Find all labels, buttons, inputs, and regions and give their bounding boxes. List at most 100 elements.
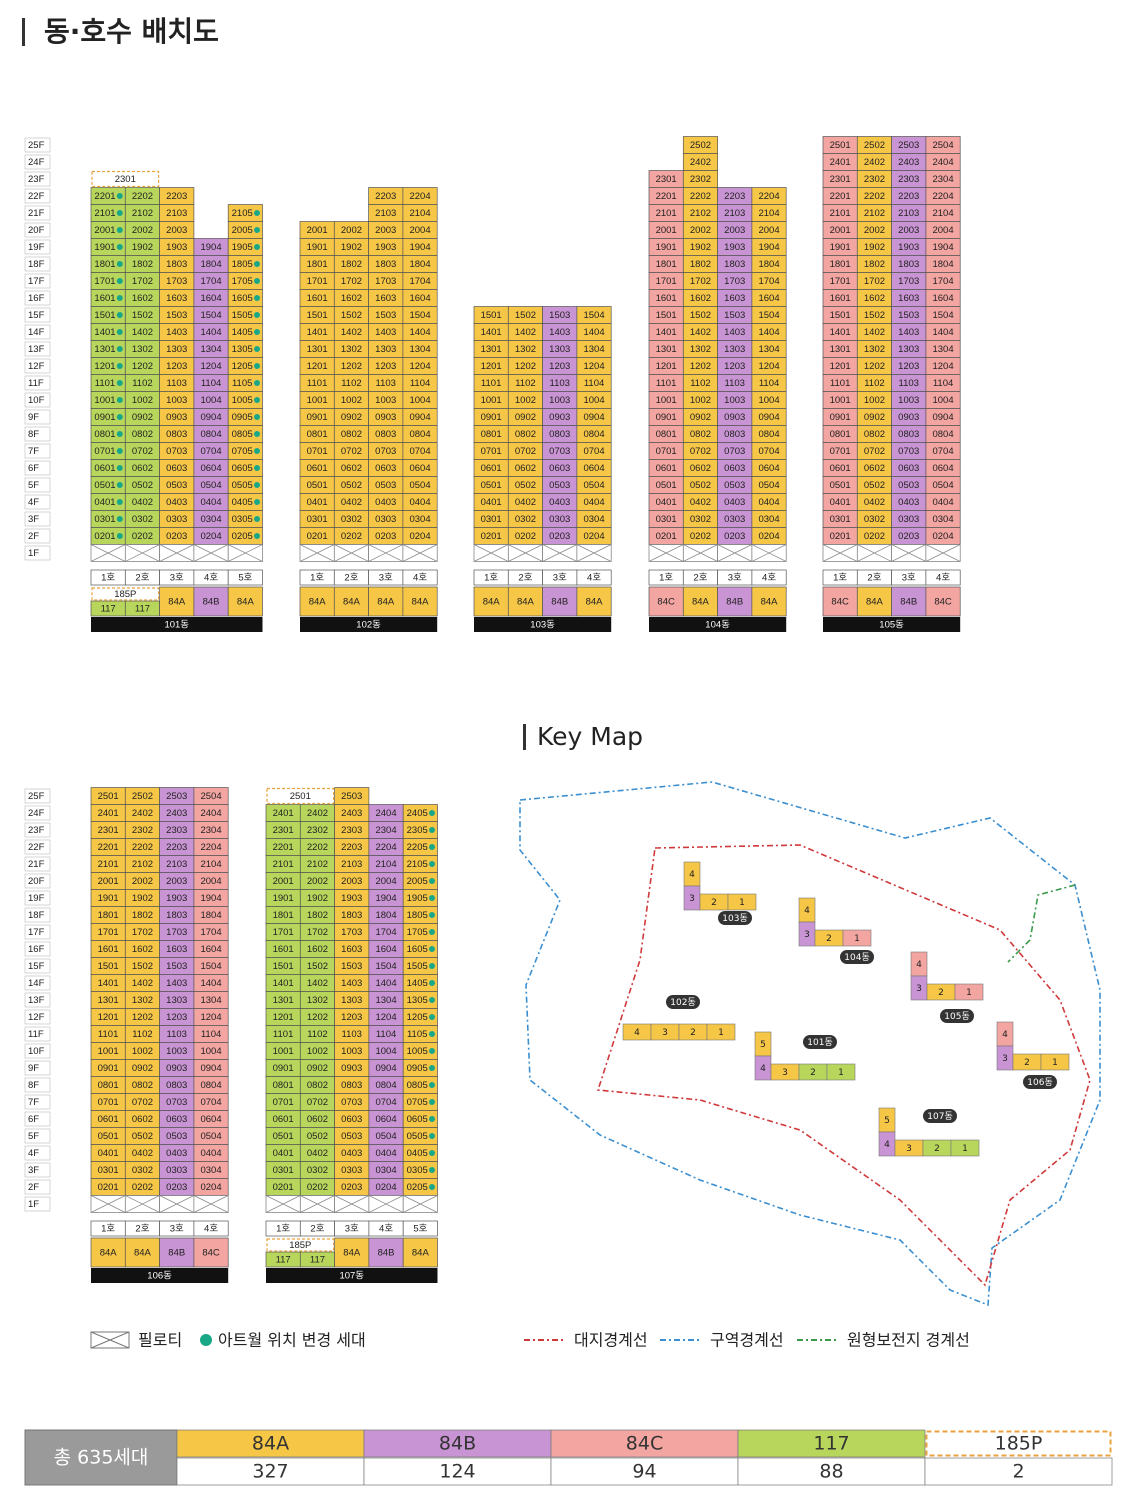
unit-number: 1602 (132, 944, 153, 955)
ho-label: 1호 (833, 573, 847, 584)
unit-number: 0803 (166, 429, 187, 440)
unit-number: 0903 (375, 412, 396, 423)
unit-number: 0804 (932, 429, 953, 440)
unit-number: 1202 (515, 361, 536, 372)
unit-number: 0403 (375, 497, 396, 508)
unit-number: 1904 (758, 242, 779, 253)
floor-label: 23F (28, 825, 45, 836)
unit-number: 1405 (232, 327, 253, 338)
summary-type-cell (737, 1429, 926, 1458)
keymap-unit-number: 3 (906, 1144, 912, 1154)
unit-number: 1004 (200, 395, 221, 406)
floor-label-box (24, 290, 51, 306)
unit-number: 1701 (98, 927, 119, 938)
artwall-dot (429, 963, 435, 969)
type-cell (402, 1237, 438, 1268)
unit-number: 0903 (166, 412, 187, 423)
artwall-dot (429, 827, 435, 833)
unit-number: 2301 (273, 825, 294, 836)
unit-cell (193, 787, 229, 805)
unit-number: 2502 (864, 140, 885, 151)
type-label: 84B (900, 597, 917, 608)
unit-number: 2003 (375, 225, 396, 236)
piloti-cross (368, 544, 404, 562)
unit-number: 0401 (98, 1148, 119, 1159)
unit-number: 0602 (341, 463, 362, 474)
unit-number: 2101 (98, 859, 119, 870)
unit-number: 0203 (341, 1182, 362, 1193)
unit-number: 0803 (549, 429, 570, 440)
keymap-building-label: 103동 (722, 913, 747, 924)
unit-number: 2101 (830, 208, 851, 219)
unit-number: 1404 (375, 978, 396, 989)
piloti-cross (925, 544, 961, 562)
keymap-unit-number: 3 (916, 984, 922, 994)
unit-number: 1902 (307, 893, 328, 904)
unit-number: 0604 (375, 1114, 396, 1125)
unit-number: 0202 (132, 1182, 153, 1193)
legend-line-label: 대지경계선 (574, 1331, 648, 1350)
piloti-cross (576, 544, 612, 562)
unit-number: 2001 (307, 225, 328, 236)
unit-number: 2202 (307, 842, 328, 853)
floor-label-box (24, 528, 51, 544)
unit-number: 2005 (407, 876, 428, 887)
unit-number: 1604 (932, 293, 953, 304)
unit-number: 0203 (166, 1182, 187, 1193)
unit-number: 1502 (132, 961, 153, 972)
unit-number: 2004 (409, 225, 430, 236)
unit-number: 1202 (132, 361, 153, 372)
unit-number: 1701 (656, 276, 677, 287)
unit-number: 0504 (932, 480, 953, 491)
artwall-dot (254, 482, 260, 488)
unit-number: 1704 (409, 276, 430, 287)
unit-number: 2203 (341, 842, 362, 853)
floor-label: 9F (28, 412, 39, 423)
summary-count-cell (924, 1457, 1113, 1486)
keymap-unit-number: 1 (966, 988, 972, 998)
unit-number: 0701 (656, 446, 677, 457)
summary-total: 총 635세대 (54, 1447, 149, 1469)
artwall-dot (116, 414, 123, 420)
type-cell (90, 1237, 126, 1268)
unit-number: 1103 (899, 378, 919, 389)
unit-number: 1703 (341, 927, 362, 938)
piloti-cross (508, 544, 543, 562)
piloti-cross (228, 544, 263, 562)
floor-label: 4F (28, 1148, 39, 1159)
unit-number: 0401 (481, 497, 502, 508)
unit-number: 2203 (724, 191, 745, 202)
unit-number: 1704 (375, 927, 396, 938)
unit-number: 2002 (864, 225, 885, 236)
floor-label-box (24, 1162, 51, 1178)
unit-number: 1402 (307, 978, 328, 989)
unit-number: 0804 (583, 429, 604, 440)
keymap-unit-number: 2 (810, 1068, 816, 1078)
unit-number: 0604 (200, 1114, 221, 1125)
ho-label: 2호 (344, 573, 358, 584)
floor-label-box (24, 477, 51, 493)
unit-number: 2405 (407, 808, 428, 819)
unit-number: 0702 (132, 1097, 153, 1108)
unit-number: 0302 (864, 514, 885, 525)
unit-number: 0401 (273, 1148, 294, 1159)
unit-number: 2104 (200, 859, 221, 870)
unit-number: 1704 (932, 276, 953, 287)
unit-number: 2202 (864, 191, 885, 202)
keymap-building-label: 105동 (944, 1011, 969, 1022)
floor-label: 19F (28, 893, 45, 904)
unit-number: 0904 (200, 1063, 221, 1074)
unit-number: 0601 (307, 463, 328, 474)
unit-number: 1204 (409, 361, 430, 372)
legend-artwall: 아트월 위치 변경 세대 (218, 1331, 366, 1350)
unit-number: 1404 (200, 327, 221, 338)
type-label: 84B (168, 1248, 185, 1259)
artwall-dot (116, 499, 123, 505)
floor-label: 11F (28, 1029, 44, 1040)
unit-number: 0603 (341, 1114, 362, 1125)
piloti-cross (542, 544, 578, 562)
legend-piloti: 필로티 (138, 1331, 182, 1350)
unit-number: 1802 (690, 259, 711, 270)
keymap-unit-number: 4 (916, 960, 922, 970)
floor-label: 5F (28, 1131, 39, 1142)
